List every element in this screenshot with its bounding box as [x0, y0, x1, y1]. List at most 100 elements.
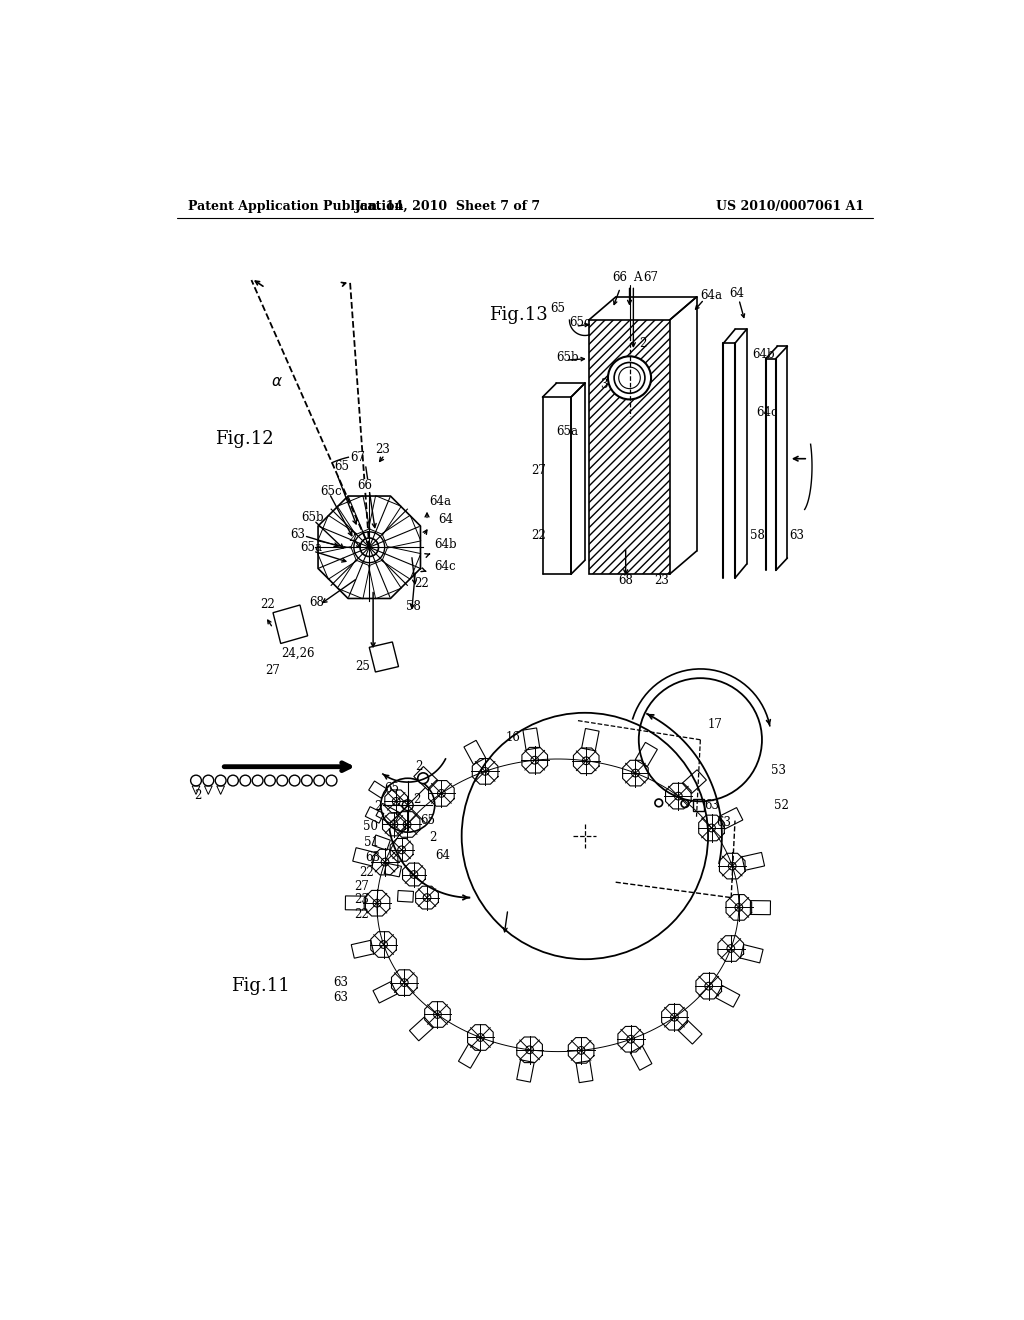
- Text: 16: 16: [506, 731, 520, 744]
- Circle shape: [632, 770, 639, 777]
- Text: 63: 63: [716, 816, 731, 829]
- Text: 24,26: 24,26: [281, 647, 314, 660]
- Circle shape: [433, 1011, 441, 1018]
- Text: 65: 65: [335, 459, 349, 473]
- Circle shape: [705, 982, 713, 990]
- Text: A: A: [633, 271, 641, 284]
- Polygon shape: [589, 321, 670, 574]
- Text: 22: 22: [354, 908, 370, 921]
- Text: 68: 68: [309, 597, 324, 610]
- Text: 2: 2: [413, 793, 421, 807]
- Text: 63: 63: [788, 529, 804, 543]
- Circle shape: [437, 789, 445, 797]
- Circle shape: [400, 979, 409, 986]
- Text: Patent Application Publication: Patent Application Publication: [188, 201, 403, 214]
- Text: 65: 65: [420, 814, 435, 828]
- Text: 25: 25: [355, 660, 371, 673]
- Text: 58: 58: [407, 601, 421, 612]
- Text: 64: 64: [438, 513, 454, 527]
- Circle shape: [392, 797, 400, 805]
- Circle shape: [608, 356, 651, 400]
- Circle shape: [675, 792, 682, 800]
- Text: 22: 22: [359, 866, 374, 879]
- Circle shape: [671, 1014, 678, 1022]
- Text: 27: 27: [265, 664, 281, 677]
- Circle shape: [380, 941, 387, 948]
- Circle shape: [418, 774, 429, 784]
- Text: 23: 23: [354, 894, 370, 907]
- Circle shape: [360, 539, 379, 557]
- Text: 63: 63: [333, 975, 348, 989]
- Circle shape: [627, 1035, 635, 1043]
- Text: 63: 63: [291, 528, 306, 541]
- Circle shape: [403, 821, 411, 829]
- Circle shape: [727, 945, 734, 952]
- Circle shape: [735, 903, 742, 911]
- Circle shape: [583, 756, 590, 764]
- Circle shape: [655, 799, 663, 807]
- Text: 64a: 64a: [429, 495, 452, 508]
- Circle shape: [423, 894, 431, 902]
- Text: 64b: 64b: [435, 539, 458, 552]
- Text: 63: 63: [705, 799, 719, 812]
- Text: 65c: 65c: [569, 315, 591, 329]
- Text: 52: 52: [773, 799, 788, 812]
- Circle shape: [481, 767, 488, 775]
- Text: 67: 67: [643, 271, 657, 284]
- Circle shape: [390, 821, 397, 829]
- Circle shape: [397, 846, 406, 854]
- Text: 66: 66: [612, 271, 627, 284]
- Circle shape: [728, 862, 736, 870]
- Circle shape: [476, 1034, 484, 1041]
- Text: 2: 2: [374, 800, 381, 813]
- Text: 22: 22: [531, 529, 546, 543]
- Text: 22: 22: [260, 598, 274, 611]
- Text: 64b: 64b: [753, 348, 775, 362]
- Text: 64: 64: [435, 849, 451, 862]
- Text: US 2010/0007061 A1: US 2010/0007061 A1: [716, 201, 864, 214]
- Text: 64: 64: [730, 286, 744, 300]
- Text: 65a: 65a: [300, 541, 322, 554]
- Text: 65c: 65c: [319, 484, 342, 498]
- Circle shape: [525, 1045, 534, 1053]
- Text: 2: 2: [194, 789, 201, 803]
- Text: 65b: 65b: [301, 511, 325, 524]
- Text: 53: 53: [771, 764, 786, 777]
- Text: 58: 58: [751, 529, 765, 543]
- Text: 65b: 65b: [556, 351, 579, 363]
- Text: 50: 50: [364, 820, 378, 833]
- Circle shape: [410, 871, 418, 878]
- Text: 66: 66: [357, 479, 372, 492]
- Text: 22: 22: [414, 577, 429, 590]
- Text: 63: 63: [333, 991, 348, 1005]
- Text: $\alpha$: $\alpha$: [271, 375, 283, 388]
- Text: 23: 23: [654, 574, 669, 587]
- Circle shape: [381, 858, 389, 866]
- Text: Fig.12: Fig.12: [215, 430, 273, 449]
- Circle shape: [708, 824, 716, 832]
- Text: 3: 3: [600, 378, 608, 391]
- Text: 2: 2: [429, 832, 436, 843]
- Text: Jan. 14, 2010  Sheet 7 of 7: Jan. 14, 2010 Sheet 7 of 7: [354, 201, 541, 214]
- Text: 17: 17: [708, 718, 723, 731]
- Text: 64c: 64c: [756, 407, 777, 418]
- Text: Fig.11: Fig.11: [230, 977, 290, 995]
- Text: 23: 23: [376, 444, 390, 455]
- Text: 27: 27: [531, 463, 546, 477]
- Circle shape: [578, 1047, 585, 1055]
- Text: 51: 51: [364, 836, 379, 849]
- Text: 2: 2: [639, 337, 646, 350]
- Text: 64c: 64c: [435, 560, 457, 573]
- Text: 68: 68: [618, 574, 633, 587]
- Circle shape: [402, 800, 413, 810]
- Circle shape: [681, 800, 689, 808]
- Text: 27: 27: [354, 879, 370, 892]
- Text: 2: 2: [348, 531, 355, 544]
- Circle shape: [373, 899, 381, 907]
- Text: Fig.13: Fig.13: [488, 306, 548, 323]
- Text: 2: 2: [416, 760, 423, 774]
- Text: 65a: 65a: [556, 425, 579, 438]
- Text: 64a: 64a: [700, 289, 722, 302]
- Text: 67: 67: [350, 450, 365, 463]
- Text: 65: 65: [385, 781, 399, 795]
